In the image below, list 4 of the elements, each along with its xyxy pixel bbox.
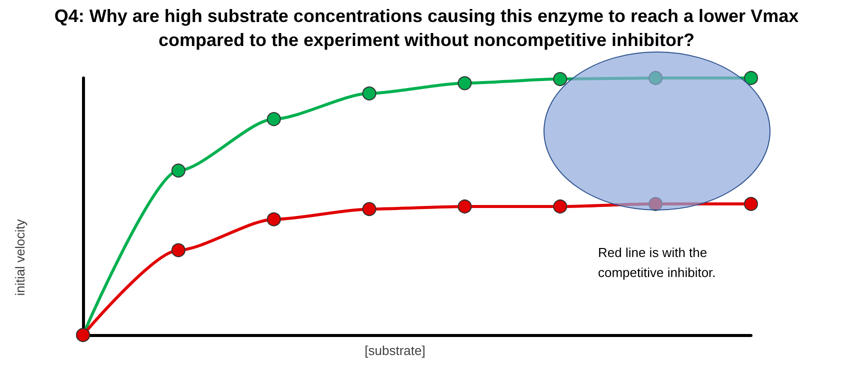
x-axis-title: [substrate] (364, 343, 426, 358)
y-axis-title: initial velocity (12, 218, 28, 298)
chart-title: Q4: Why are high substrate concentrations causing this enzyme to reach a lower Vmax compared to the experiment without noncompetitive inhibitor? (53, 5, 800, 52)
annotation: Red line is with the competitive inhibitor. (598, 244, 717, 282)
